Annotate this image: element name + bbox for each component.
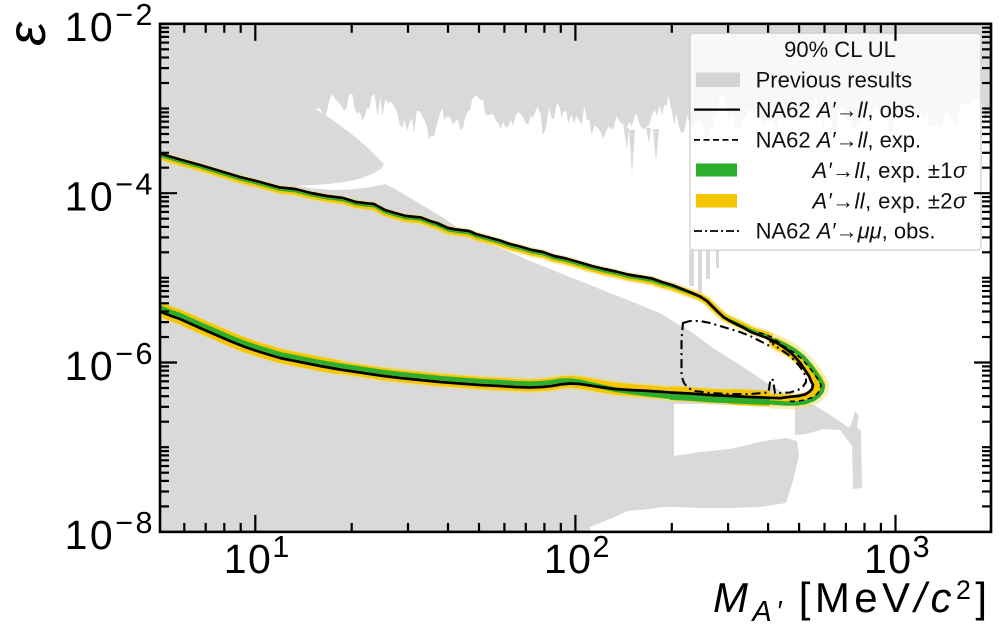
svg-text:ε: ε [0, 21, 57, 46]
svg-text:NA62 A′→ll, exp.: NA62 A′→ll, exp. [756, 128, 922, 153]
svg-text:Previous results: Previous results [756, 67, 913, 92]
svg-text:MA′ [MeV/c2]: MA′ [MeV/c2] [713, 574, 991, 628]
svg-text:10−4: 10−4 [65, 168, 155, 220]
svg-text:NA62 A′→μμ, obs.: NA62 A′→μμ, obs. [756, 219, 936, 244]
svg-text:103: 103 [864, 530, 931, 582]
svg-text:90% CL UL: 90% CL UL [784, 37, 896, 62]
svg-text:A′→ll, exp. ±1σ: A′→ll, exp. ±1σ [811, 158, 967, 183]
svg-text:NA62 A′→ll, obs.: NA62 A′→ll, obs. [756, 97, 922, 122]
svg-text:10−8: 10−8 [65, 506, 155, 558]
svg-text:101: 101 [224, 530, 291, 582]
svg-text:A′→ll, exp. ±2σ: A′→ll, exp. ±2σ [811, 189, 967, 214]
